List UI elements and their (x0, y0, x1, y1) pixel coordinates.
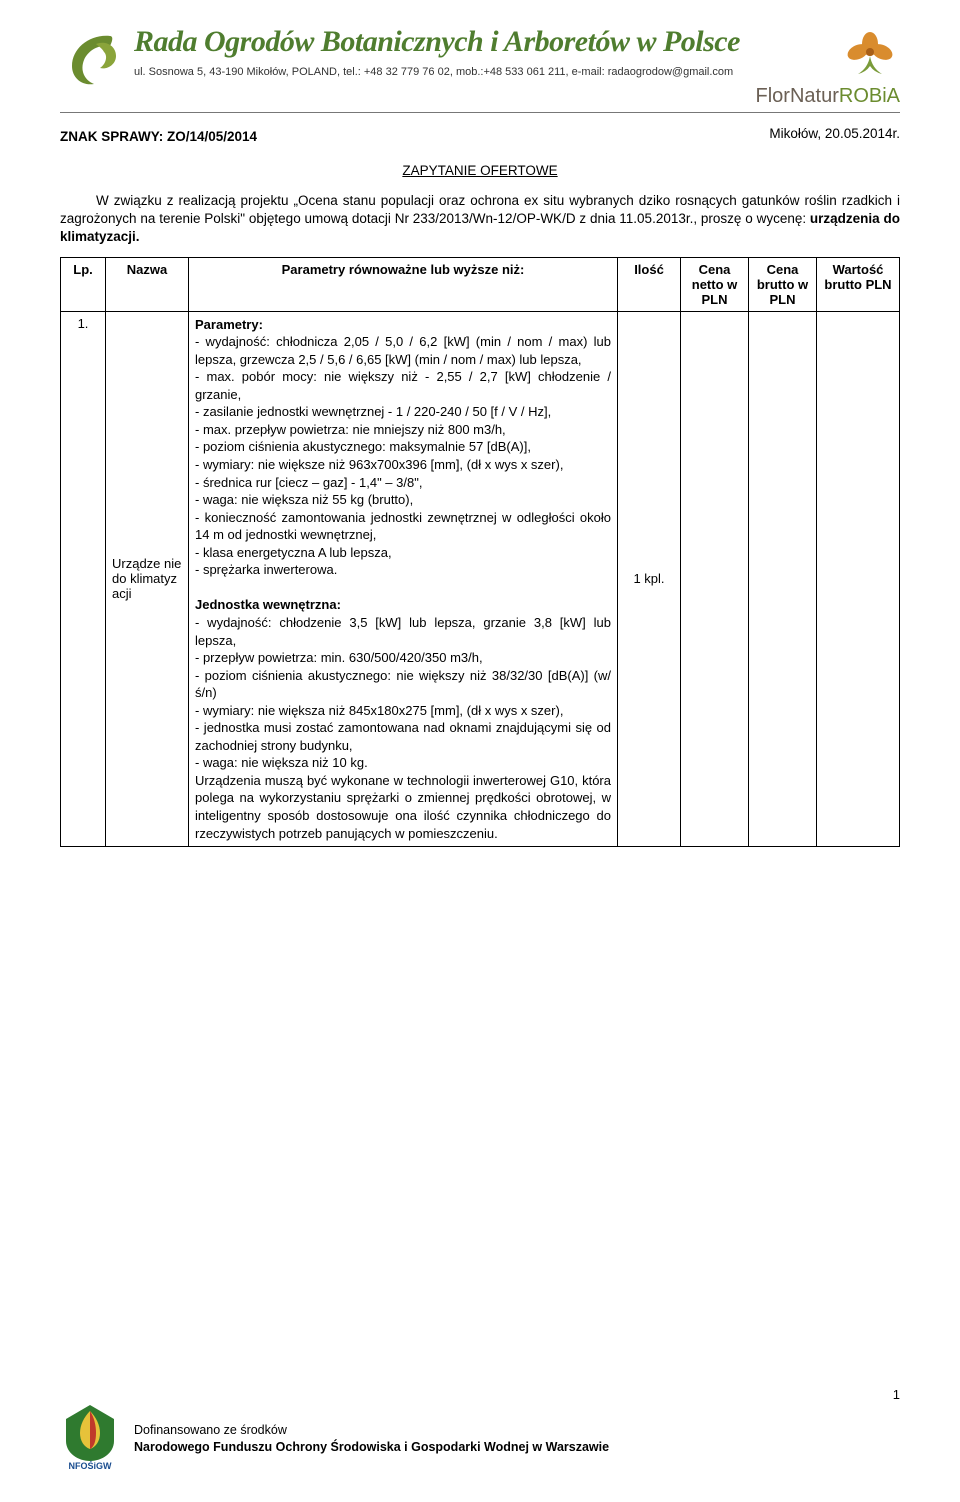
param-line: Urządzenia muszą być wykonane w technolo… (195, 772, 611, 842)
spec-table: Lp. Nazwa Parametry równoważne lub wyższ… (60, 257, 900, 847)
brand-suffix: ROBiA (839, 85, 900, 107)
footer-text: Dofinansowano ze środków Narodowego Fund… (134, 1422, 609, 1455)
param-line: - klasa energetyczna A lub lepsza, (195, 544, 611, 562)
param-line: - zasilanie jednostki wewnętrznej - 1 / … (195, 403, 611, 421)
cell-params: Parametry:- wydajność: chłodnicza 2,05 /… (189, 311, 618, 846)
param-line: - wymiary: nie większe niż 963x700x396 [… (195, 456, 611, 474)
param-line: - przepływ powietrza: min. 630/500/420/3… (195, 649, 611, 667)
param-line: - średnica rur [ciecz – gaz] - 1,4" – 3/… (195, 474, 611, 492)
param-line: Parametry: (195, 316, 611, 334)
th-lp: Lp. (61, 257, 106, 311)
param-line: Jednostka wewnętrzna: (195, 596, 611, 614)
footer-line2: Narodowego Funduszu Ochrony Środowiska i… (134, 1439, 609, 1455)
table-row: 1. Urządze nie do klimatyz acji Parametr… (61, 311, 900, 846)
project-brand: FlorNaturROBiA (756, 85, 900, 108)
th-param: Parametry równoważne lub wyższe niż: (189, 257, 618, 311)
page: Rada Ogrodów Botanicznych i Arboretów w … (0, 0, 960, 1502)
org-address: ul. Sosnowa 5, 43-190 Mikołów, POLAND, t… (134, 66, 746, 78)
cell-lp: 1. (61, 311, 106, 846)
footer: NFOŚiGW Dofinansowano ze środków Narodow… (60, 1401, 900, 1476)
org-logo (60, 26, 124, 95)
th-ilosc: Ilość (618, 257, 681, 311)
th-cena-netto: Cena netto w PLN (681, 257, 749, 311)
cell-wartosc-brutto (817, 311, 900, 846)
table-header-row: Lp. Nazwa Parametry równoważne lub wyższ… (61, 257, 900, 311)
cell-cena-brutto (749, 311, 817, 846)
leaf-swirl-icon (60, 26, 124, 90)
nfosigw-logo: NFOŚiGW (60, 1401, 120, 1476)
param-line: - sprężarka inwerterowa. (195, 561, 611, 579)
footer-line1: Dofinansowano ze środków (134, 1423, 287, 1437)
param-line: - max. przepływ powietrza: nie mniejszy … (195, 421, 611, 439)
th-wartosc-brutto: Wartość brutto PLN (817, 257, 900, 311)
param-line: - poziom ciśnienia akustycznego: maksyma… (195, 438, 611, 456)
th-nazwa: Nazwa (106, 257, 189, 311)
intro-paragraph: W związku z realizacją projektu „Ocena s… (60, 192, 900, 247)
cell-nazwa: Urządze nie do klimatyz acji (106, 311, 189, 846)
brand-prefix: FlorNatur (756, 85, 839, 107)
intro-text: W związku z realizacją projektu „Ocena s… (60, 193, 900, 226)
document-heading: ZAPYTANIE OFERTOWE (60, 163, 900, 178)
header-rule (60, 112, 900, 113)
letterhead-right: FlorNaturROBiA (756, 26, 900, 108)
param-line: - waga: nie większa niż 10 kg. (195, 754, 611, 772)
nfosigw-label: NFOŚiGW (69, 1460, 113, 1471)
param-line: - wymiary: nie większa niż 845x180x275 [… (195, 702, 611, 720)
cell-ilosc: 1 kpl. (618, 311, 681, 846)
org-name: Rada Ogrodów Botanicznych i Arboretów w … (134, 26, 746, 58)
param-line: - poziom ciśnienia akustycznego: nie wię… (195, 667, 611, 702)
cell-cena-netto (681, 311, 749, 846)
param-line: - wydajność: chłodnicza 2,05 / 5,0 / 6,2… (195, 333, 611, 368)
param-line: - wydajność: chłodzenie 3,5 [kW] lub lep… (195, 614, 611, 649)
param-line: - konieczność zamontowania jednostki zew… (195, 509, 611, 544)
param-line: - max. pobór mocy: nie większy niż - 2,5… (195, 368, 611, 403)
param-line: - jednostka musi zostać zamontowana nad … (195, 719, 611, 754)
th-cena-brutto: Cena brutto w PLN (749, 257, 817, 311)
letterhead-title-block: Rada Ogrodów Botanicznych i Arboretów w … (134, 26, 746, 78)
letterhead: Rada Ogrodów Botanicznych i Arboretów w … (60, 26, 900, 108)
flower-icon (756, 26, 900, 83)
page-number: 1 (893, 1387, 900, 1402)
param-line: - waga: nie większa niż 55 kg (brutto), (195, 491, 611, 509)
